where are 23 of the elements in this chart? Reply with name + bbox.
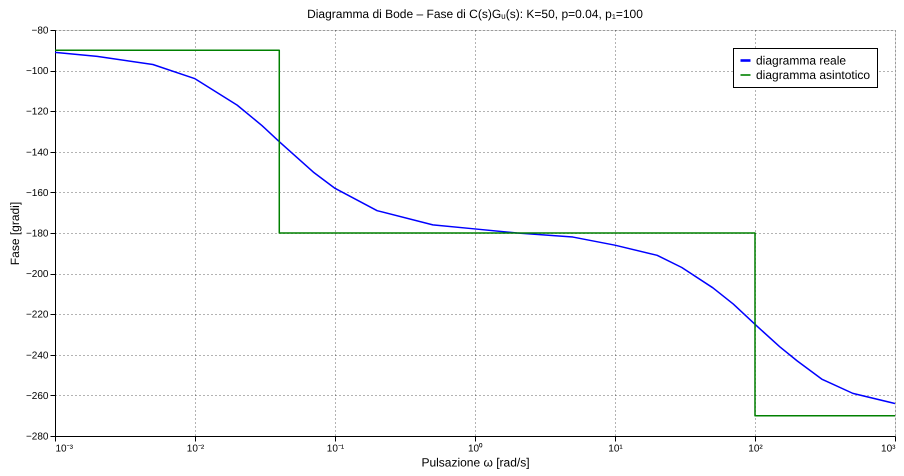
y-tick-label: −160 — [26, 188, 49, 199]
legend-label: diagramma reale — [756, 54, 846, 68]
y-tick-label: −220 — [26, 310, 49, 321]
y-tick-label: −200 — [26, 269, 49, 280]
x-tick-label: 10⁻³ — [56, 444, 74, 454]
y-tick-label: −240 — [26, 350, 49, 362]
y-tick-label: −120 — [26, 106, 49, 118]
y-tick-label: −100 — [26, 66, 49, 78]
x-tick-label: 10¹ — [608, 444, 624, 454]
x-tick-label: 10⁻² — [186, 444, 205, 454]
x-tick-label: 10⁻¹ — [326, 444, 345, 454]
y-axis-title: Fase [gradi] — [8, 202, 22, 266]
y-tick-label: −260 — [26, 390, 49, 402]
x-tick-label: 10³ — [881, 444, 896, 454]
y-tick-label: −80 — [32, 26, 49, 36]
y-tick-label: −180 — [26, 228, 49, 240]
x-axis-title: Pulsazione ω [rad/s] — [421, 456, 530, 470]
y-tick-label: −280 — [26, 432, 49, 442]
x-tick-label: 10² — [748, 444, 764, 454]
chart-title: Diagramma di Bode – Fase di C(s)Gᵤ(s): K=50, p=0.04, p₁=100 — [307, 7, 644, 21]
x-tick-label: 10⁰ — [468, 442, 484, 454]
y-tick-label: −140 — [26, 147, 49, 158]
legend-label: diagramma asintotico — [756, 68, 870, 82]
